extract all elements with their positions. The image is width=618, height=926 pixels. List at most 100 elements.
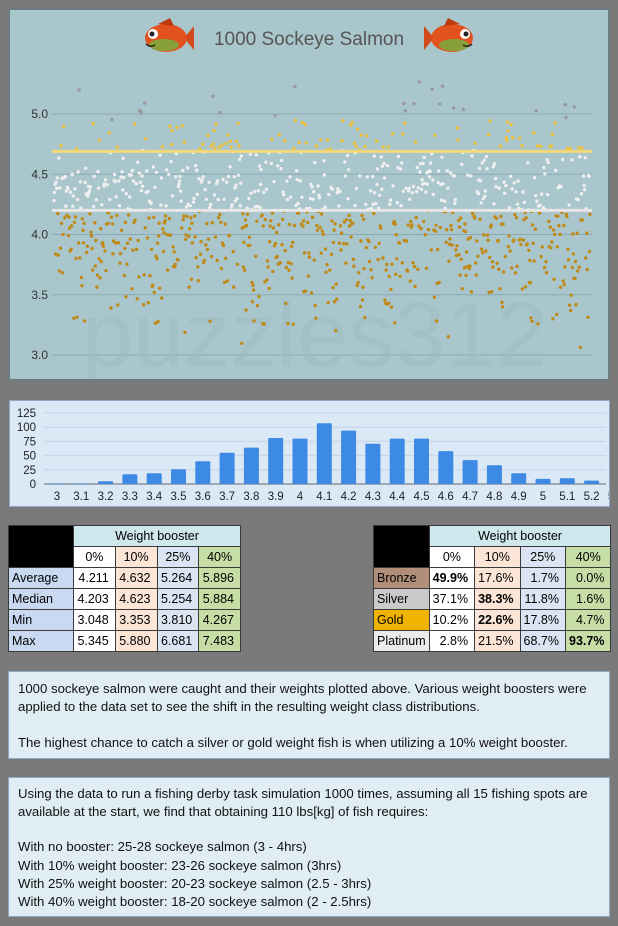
data-point — [414, 216, 418, 220]
data-point — [389, 305, 394, 309]
data-point — [90, 246, 94, 251]
data-point — [175, 125, 179, 130]
data-point — [411, 184, 416, 189]
data-point — [440, 84, 445, 88]
data-point — [269, 161, 273, 166]
data-point — [317, 196, 322, 200]
data-point — [424, 190, 428, 194]
data-point — [270, 211, 275, 215]
data-point — [316, 184, 320, 188]
data-point — [296, 201, 300, 206]
data-point — [352, 264, 356, 268]
x-tick-label: 3.5 — [171, 491, 187, 503]
data-point — [361, 285, 365, 289]
data-point — [265, 259, 270, 263]
data-point — [203, 187, 207, 192]
x-tick-label: 3.4 — [146, 491, 163, 503]
data-point — [488, 255, 492, 260]
data-point — [439, 198, 444, 202]
data-point — [456, 138, 460, 142]
data-point — [370, 276, 374, 280]
data-point — [338, 189, 342, 194]
data-point — [61, 232, 65, 237]
data-point — [504, 183, 508, 188]
data-point — [130, 168, 134, 173]
data-point — [284, 301, 288, 306]
data-point — [427, 175, 432, 179]
data-point — [54, 180, 58, 185]
x-tick-label: 5.3 — [608, 491, 609, 503]
data-point — [123, 246, 127, 251]
data-point — [426, 227, 431, 232]
data-point — [423, 233, 427, 237]
data-point — [577, 146, 581, 150]
data-point — [469, 290, 474, 294]
data-point — [489, 223, 493, 227]
data-point — [572, 105, 577, 109]
data-point — [241, 212, 245, 216]
data-point — [256, 189, 261, 193]
data-point — [538, 203, 542, 207]
data-point — [365, 134, 369, 138]
data-point — [78, 180, 83, 184]
data-point — [522, 218, 526, 222]
data-point — [388, 202, 392, 206]
data-point — [498, 144, 503, 148]
data-point — [100, 203, 104, 207]
data-point — [71, 194, 75, 198]
histogram-bar — [195, 461, 211, 484]
data-point — [180, 124, 184, 128]
data-point — [110, 222, 115, 226]
data-point — [473, 141, 477, 145]
data-point — [303, 289, 308, 293]
data-point — [429, 248, 433, 252]
x-tick-label: 5 — [540, 491, 546, 503]
data-point — [241, 265, 246, 269]
histogram-bar — [146, 473, 162, 484]
data-point — [464, 273, 468, 278]
data-point — [478, 217, 482, 221]
data-point — [232, 175, 236, 179]
data-point — [522, 200, 527, 205]
data-point — [420, 178, 424, 182]
data-point — [373, 191, 377, 195]
data-point — [555, 245, 559, 249]
data-point — [57, 156, 61, 160]
y-tick-label: 3.5 — [31, 288, 48, 302]
table-cell: 38.3% — [474, 588, 521, 610]
data-point — [216, 197, 220, 202]
data-point — [234, 183, 238, 187]
table-row: Average 4.211 4.632 5.264 5.896 — [8, 567, 241, 589]
data-point — [322, 159, 326, 163]
data-point — [93, 221, 97, 225]
data-point — [567, 203, 571, 207]
data-point — [188, 227, 192, 231]
histogram-panel: 125 100 75 50 25 0 3 3.1 3.2 3.3 3.4 3.5 3.6 3.7 3.8 3.… — [9, 400, 610, 507]
data-point — [321, 232, 325, 236]
data-point — [59, 144, 63, 148]
column-header: 10% — [114, 546, 158, 568]
table-cell: 5.896 — [198, 567, 241, 589]
data-point — [401, 189, 405, 193]
x-tick-label: 5.2 — [584, 491, 600, 503]
data-point — [373, 245, 378, 250]
data-point — [167, 216, 172, 221]
table-cell: 11.8% — [519, 588, 567, 610]
data-point — [102, 182, 107, 186]
data-point — [500, 305, 505, 309]
data-point — [479, 201, 483, 205]
data-point — [453, 198, 457, 202]
data-point — [105, 183, 109, 187]
data-point — [503, 254, 507, 259]
data-point — [243, 218, 248, 222]
data-point — [92, 174, 96, 179]
data-point — [73, 187, 77, 191]
data-point — [211, 94, 215, 99]
data-point — [387, 301, 391, 305]
data-point — [74, 256, 78, 261]
data-point — [577, 265, 581, 269]
data-point — [264, 160, 268, 164]
data-point — [416, 186, 420, 190]
data-point — [531, 241, 535, 245]
data-point — [209, 144, 213, 148]
